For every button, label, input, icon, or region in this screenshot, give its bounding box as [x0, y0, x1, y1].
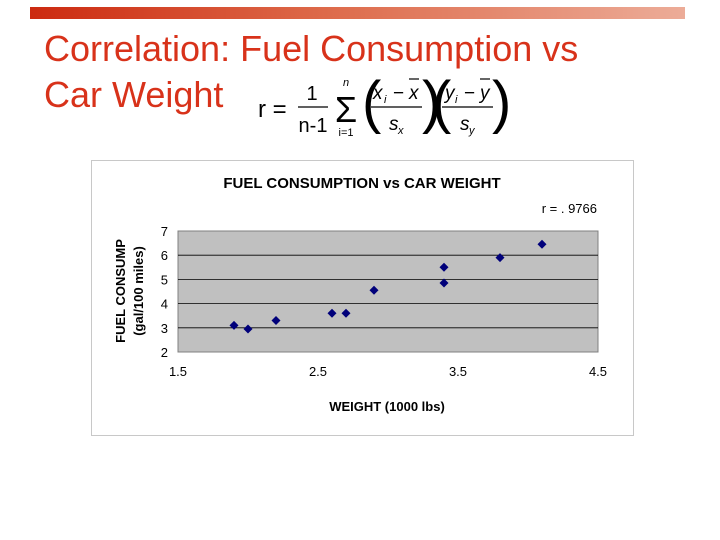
left-paren-icon: ( [362, 70, 381, 135]
y-axis-label-line2: (gal/100 miles) [131, 246, 146, 336]
sigma-icon: Σ [335, 89, 357, 130]
formula-y-sd-subscript: y [468, 125, 476, 137]
grid-lines [178, 254, 598, 329]
data-point [341, 308, 351, 318]
formula-sum-upper: n [343, 77, 349, 89]
y-tick-label: 3 [161, 321, 168, 336]
formula-minus-y: − [464, 83, 475, 104]
y-tick-label: 5 [161, 272, 168, 287]
data-point [537, 239, 547, 249]
formula-x-term: x [372, 83, 384, 104]
x-tick-labels: 1.5 2.5 3.5 4.5 [169, 364, 607, 379]
y-tick-label: 2 [161, 345, 168, 360]
data-points [229, 239, 547, 334]
formula-y-subscript: i [455, 94, 458, 106]
formula-x-sd-subscript: x [397, 125, 404, 137]
correlation-formula: r = 1 n-1 n Σ i=1 ( x i − x s x ) ( y i … [258, 70, 511, 139]
y-tick-label: 4 [161, 297, 168, 312]
right-paren-icon: ) [422, 70, 441, 135]
chart-container: FUEL CONSUMPTION vs CAR WEIGHT r = . 976… [91, 160, 634, 436]
formula-lhs: r = [258, 96, 287, 123]
x-tick-label: 2.5 [309, 364, 327, 379]
data-point [327, 308, 337, 318]
y-tick-labels: 2 3 4 5 6 7 [161, 224, 168, 360]
formula-x-subscript: i [384, 94, 387, 106]
formula-denominator: n-1 [299, 115, 328, 137]
chart-title: FUEL CONSUMPTION vs CAR WEIGHT [223, 175, 500, 192]
left-paren-icon-2: ( [432, 70, 451, 135]
slide-title: Correlation: Fuel Consumption vs Car Wei… [44, 26, 684, 118]
x-tick-label: 4.5 [589, 364, 607, 379]
data-point [271, 316, 281, 326]
y-tick-label: 7 [161, 224, 168, 239]
formula-x-mean: x [408, 83, 420, 104]
title-accent-bar [30, 7, 685, 19]
slide-title-line1: Correlation: Fuel Consumption vs [44, 28, 579, 69]
formula-numerator: 1 [306, 83, 317, 105]
x-axis-label: WEIGHT (1000 lbs) [329, 399, 445, 414]
data-point [495, 253, 505, 263]
scatter-chart: FUEL CONSUMPTION vs CAR WEIGHT r = . 976… [113, 175, 607, 414]
formula-y-sd: s [460, 114, 470, 135]
x-tick-label: 3.5 [449, 364, 467, 379]
data-point [369, 285, 379, 295]
formula-minus-x: − [393, 83, 404, 104]
y-tick-label: 6 [161, 248, 168, 263]
formula-x-sd: s [389, 114, 399, 135]
data-point [229, 320, 239, 330]
correlation-annotation: r = . 9766 [542, 201, 597, 216]
data-point [243, 324, 253, 334]
formula-sum-lower: i=1 [339, 127, 354, 139]
plot-area [177, 230, 599, 353]
data-point [439, 278, 449, 288]
y-axis-label-line1: FUEL CONSUMP [113, 239, 128, 343]
x-tick-label: 1.5 [169, 364, 187, 379]
formula-y-term: y [443, 83, 456, 104]
slide-title-line2: Car Weight [44, 74, 224, 115]
data-point [439, 262, 449, 272]
right-paren-icon-2: ) [492, 70, 511, 135]
formula-y-mean: y [478, 83, 491, 104]
